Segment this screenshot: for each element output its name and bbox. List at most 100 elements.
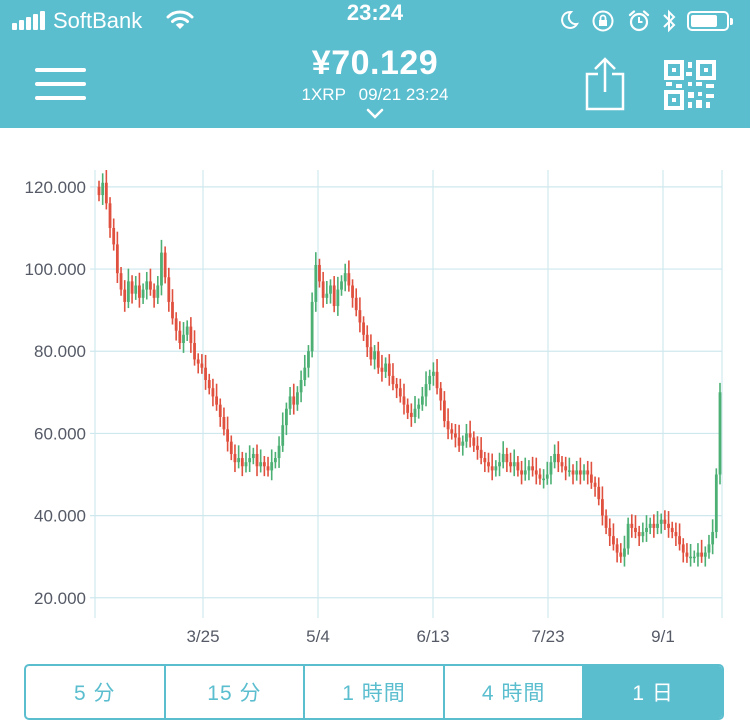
candle-body: [178, 330, 182, 344]
candle-body: [222, 416, 226, 430]
candle-body: [523, 470, 527, 475]
candle-body: [589, 474, 593, 483]
candle-body: [384, 363, 388, 372]
candle-body: [630, 523, 634, 528]
candle-body: [615, 544, 619, 553]
candle-body: [534, 470, 538, 475]
candle-body: [575, 470, 579, 475]
candle-body: [623, 548, 626, 557]
candle-body: [483, 458, 487, 463]
candle-body: [193, 343, 196, 360]
candle-body: [163, 252, 167, 278]
candle-body: [296, 392, 299, 405]
candle-body: [226, 429, 230, 442]
candle-body: [634, 527, 637, 533]
candle-body: [648, 523, 652, 528]
candle-body: [446, 421, 450, 430]
candle-body: [659, 519, 663, 524]
candle-body: [182, 334, 185, 344]
candle-body: [476, 445, 479, 450]
share-icon[interactable]: [584, 56, 626, 112]
candle-body: [185, 326, 189, 335]
candle-body: [347, 273, 351, 286]
candle-body: [578, 470, 582, 475]
candle-body: [428, 375, 432, 385]
candle-body: [656, 523, 659, 528]
candle-body: [281, 425, 285, 446]
candle-body: [498, 462, 501, 467]
interval-tab-4[interactable]: 1 日: [584, 666, 722, 718]
candle-body: [549, 462, 553, 475]
chevron-down-icon[interactable]: [366, 108, 384, 120]
candle-body: [373, 351, 376, 360]
wifi-icon: [166, 10, 194, 29]
rotation-lock-icon: [592, 10, 614, 32]
candle-body: [266, 466, 270, 471]
candle-body: [542, 478, 546, 481]
candle-body: [700, 552, 704, 557]
candle-body: [454, 433, 457, 438]
candle-body: [329, 285, 332, 294]
interval-tab-0[interactable]: 5 分: [26, 666, 166, 718]
candle-body: [108, 203, 112, 228]
candle-body: [505, 453, 509, 463]
carrier-name: SoftBank: [53, 8, 143, 33]
candle-body: [318, 264, 321, 282]
candle-body: [637, 532, 641, 537]
candle-body: [369, 347, 373, 360]
candle-body: [612, 536, 615, 545]
candle-body: [189, 326, 193, 344]
candle-body: [516, 462, 520, 471]
candle-body: [354, 297, 358, 311]
candle-body: [288, 396, 292, 409]
candle-body: [667, 523, 670, 528]
candle-body: [586, 470, 590, 475]
candle-body: [714, 474, 718, 533]
candle-body: [450, 429, 454, 434]
candle-body: [149, 281, 152, 290]
candle-body: [115, 244, 119, 274]
candle-body: [707, 544, 711, 553]
candle-body: [336, 289, 340, 307]
candle-body: [538, 474, 542, 479]
interval-tab-3[interactable]: 4 時間: [445, 666, 585, 718]
candle-body: [619, 552, 623, 557]
candle-body: [439, 388, 443, 401]
menu-button[interactable]: [35, 68, 86, 100]
current-price: ¥70.129: [311, 44, 439, 82]
candle-body: [387, 363, 391, 376]
candle-body: [472, 437, 476, 446]
candle-body: [123, 289, 127, 302]
candle-body: [571, 470, 575, 475]
candle-body: [167, 277, 171, 302]
candle-body: [310, 301, 314, 352]
candle-body: [244, 462, 248, 467]
interval-tab-2[interactable]: 1 時間: [305, 666, 445, 718]
candle-body: [601, 499, 604, 516]
candle-body: [262, 462, 266, 467]
status-clock: 23:24: [346, 0, 404, 25]
candle-body: [307, 351, 310, 368]
y-tick-label: 100.000: [25, 260, 86, 279]
candle-body: [215, 396, 218, 405]
x-tick-label: 5/4: [306, 627, 330, 646]
candle-body: [351, 285, 354, 298]
candle-body: [362, 322, 365, 335]
y-tick-label: 80.000: [34, 342, 86, 361]
candle-body: [678, 536, 681, 545]
candle-body: [277, 445, 281, 459]
qr-code-icon[interactable]: [664, 60, 716, 110]
moon-icon: [561, 10, 579, 29]
candle-body: [490, 466, 494, 471]
candle-body: [112, 227, 116, 245]
candle-body: [417, 404, 421, 409]
candle-body: [314, 264, 318, 302]
candle-body: [273, 458, 277, 463]
price-chart[interactable]: 20.000 40.000 60.000 80.000 100.000 120.000 3/…: [0, 150, 750, 660]
candle-body: [468, 433, 472, 438]
interval-tab-1[interactable]: 15 分: [166, 666, 306, 718]
candle-body: [465, 433, 468, 442]
candle-body: [141, 289, 145, 298]
candle-body: [204, 367, 207, 380]
